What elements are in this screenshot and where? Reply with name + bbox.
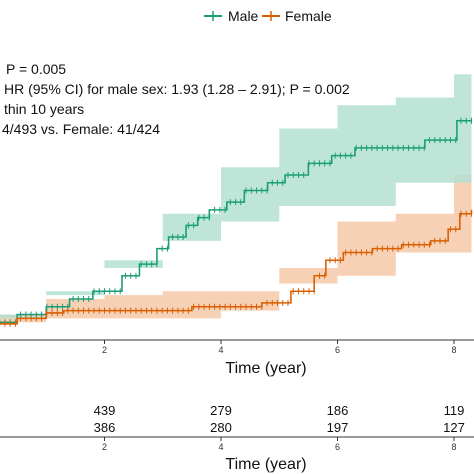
legend-female-label: Female [285, 8, 332, 24]
stats-annotations: P = 0.005 HR (95% CI) for male sex: 1.93… [2, 61, 350, 137]
risk-count-male: 186 [327, 403, 349, 418]
censor-marks [0, 117, 472, 327]
x-tick-label: 2 [102, 345, 107, 355]
x-tick-label: 2 [102, 442, 107, 452]
risk-count-male: 279 [210, 403, 232, 418]
risk-x-axis-title: Time (year) [225, 456, 306, 473]
x-tick-label: 4 [218, 442, 223, 452]
male-ci-band [0, 51, 472, 319]
annotation-window: thin 10 years [4, 101, 84, 117]
x-axis: 2 4 6 8 Time (year) [0, 339, 474, 377]
legend-male-label: Male [228, 8, 259, 24]
annotation-hazard-ratio: HR (95% CI) for male sex: 1.93 (1.28 – 2… [4, 81, 350, 97]
risk-row-female: 386 280 197 127 [94, 420, 465, 435]
risk-count-male: 119 [444, 403, 465, 418]
x-tick-label: 8 [451, 345, 456, 355]
annotation-events: 4/493 vs. Female: 41/424 [2, 121, 160, 137]
risk-table: 439 279 186 119 386 280 197 127 2 4 6 8 Time (yea… [0, 403, 474, 473]
legend: Male Female [204, 8, 332, 24]
x-tick-label: 8 [451, 442, 456, 452]
annotation-log-rank-p: P = 0.005 [6, 61, 66, 77]
risk-count-male: 439 [94, 403, 116, 418]
x-tick-label: 6 [335, 442, 340, 452]
risk-count-female: 127 [443, 420, 465, 435]
x-tick-label: 6 [335, 345, 340, 355]
risk-count-female: 280 [210, 420, 232, 435]
x-tick-label: 4 [218, 345, 223, 355]
risk-count-female: 386 [94, 420, 116, 435]
risk-count-female: 197 [327, 420, 349, 435]
x-axis-title: Time (year) [225, 360, 306, 377]
risk-row-male: 439 279 186 119 [94, 403, 465, 418]
